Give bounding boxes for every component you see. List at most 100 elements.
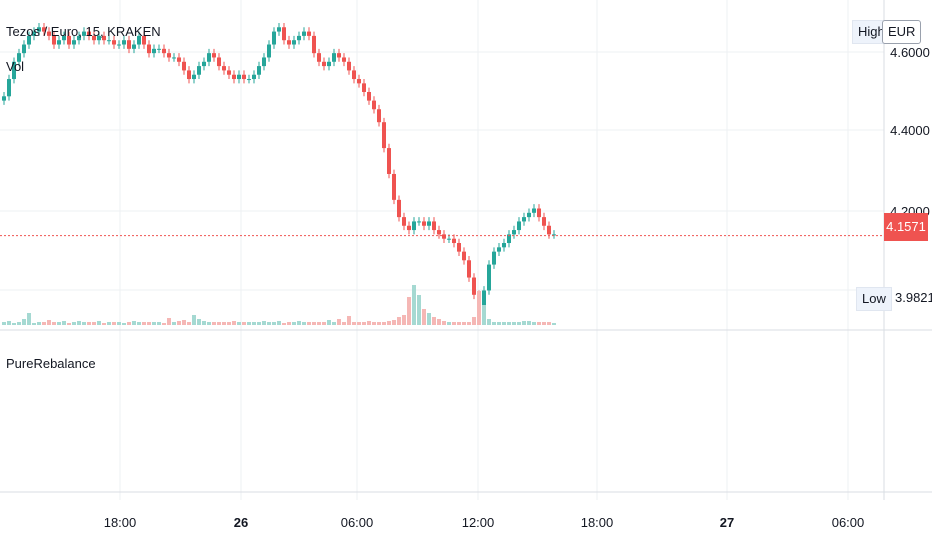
volume-bar (107, 322, 111, 325)
indicator-pane-label[interactable]: PureRebalance (6, 356, 96, 371)
volume-bar (82, 322, 86, 325)
candle-body (497, 247, 501, 252)
volume-bar (272, 322, 276, 325)
time-tick-label: 18:00 (104, 515, 137, 530)
candle-body (337, 53, 341, 58)
volume-bar (52, 322, 56, 325)
volume-bar (257, 322, 261, 325)
symbol-title[interactable]: Tezos / Euro, 15, KRAKEN (6, 24, 161, 39)
volume-bar (427, 313, 431, 325)
candle-body (12, 61, 16, 80)
price-tick-label: 4.6000 (890, 45, 930, 60)
volume-bar (442, 321, 446, 325)
candle-body (182, 61, 186, 71)
candle-body (317, 53, 321, 62)
volume-bar (147, 322, 151, 325)
candle-body (397, 199, 401, 218)
volume-bar (127, 322, 131, 325)
volume-bar (232, 321, 236, 325)
candle-body (67, 35, 71, 45)
candle-body (97, 35, 101, 41)
candle-body (347, 61, 351, 71)
volume-bar (162, 323, 166, 325)
volume-bar (17, 322, 21, 325)
volume-bar (547, 322, 551, 325)
candle-body (167, 53, 171, 58)
volume-bar (387, 321, 391, 325)
volume-bar (482, 305, 486, 325)
price-tick-label: 4.4000 (890, 123, 930, 138)
candle-body (27, 35, 31, 45)
volume-bar (447, 322, 451, 325)
volume-bar (282, 323, 286, 325)
volume-bar (267, 322, 271, 325)
volume-bar (487, 319, 491, 325)
candle-body (147, 44, 151, 54)
candle-body (7, 79, 11, 97)
volume-bar (77, 321, 81, 325)
volume-bar (377, 322, 381, 325)
candle-body (547, 225, 551, 235)
volume-bar (462, 322, 466, 325)
volume-bar (47, 320, 51, 325)
candle-body (377, 109, 381, 123)
volume-bar (172, 322, 176, 325)
candle-body (87, 31, 91, 36)
volume-bar (202, 321, 206, 325)
candle-body (217, 57, 221, 67)
candle-body (237, 74, 241, 80)
candle-body (107, 40, 111, 42)
volume-bar (432, 317, 436, 325)
candle-body (132, 44, 136, 49)
candle-body (57, 40, 61, 45)
candle-body (527, 212, 531, 218)
candle-body (472, 277, 476, 295)
candle-body (307, 31, 311, 36)
currency-badge[interactable]: EUR (882, 20, 922, 44)
volume-bar (532, 322, 536, 325)
time-tick-label: 26 (234, 515, 248, 530)
volume-bar (307, 322, 311, 325)
candle-body (537, 208, 541, 218)
candle-body (432, 221, 436, 231)
volume-bar (337, 319, 341, 325)
volume-bar (502, 322, 506, 325)
volume-bar (552, 323, 556, 325)
candle-body (502, 243, 506, 248)
volume-bar (527, 321, 531, 325)
candle-body (202, 61, 206, 67)
volume-bar (62, 321, 66, 325)
candle-body (532, 208, 536, 213)
time-tick-label: 27 (720, 515, 734, 530)
candle-body (362, 83, 366, 92)
candle-body (447, 238, 451, 240)
candle-body (52, 35, 56, 45)
candle-body (212, 53, 216, 58)
candle-body (312, 35, 316, 54)
candle-body (277, 27, 281, 32)
candle-body (267, 44, 271, 58)
candle-body (342, 57, 346, 62)
volume-bar (102, 323, 106, 325)
candle-body (252, 74, 256, 80)
candle-body (482, 290, 486, 308)
time-tick-label: 06:00 (341, 515, 374, 530)
volume-bar (72, 322, 76, 325)
candle-body (287, 40, 291, 45)
candle-body (372, 100, 376, 110)
candle-body (422, 221, 426, 226)
candle-body (517, 221, 521, 231)
volume-bar (212, 322, 216, 325)
volume-bar (472, 317, 476, 325)
volume-bar (457, 322, 461, 325)
candle-body (412, 221, 416, 231)
volume-bar (452, 322, 456, 325)
volume-indicator-label[interactable]: Vol (6, 59, 25, 74)
time-tick-label: 18:00 (581, 515, 614, 530)
volume-bar (332, 322, 336, 325)
volume-bar (522, 321, 526, 325)
candle-body (157, 48, 161, 50)
volume-bar (37, 322, 41, 325)
volume-bar (492, 322, 496, 325)
